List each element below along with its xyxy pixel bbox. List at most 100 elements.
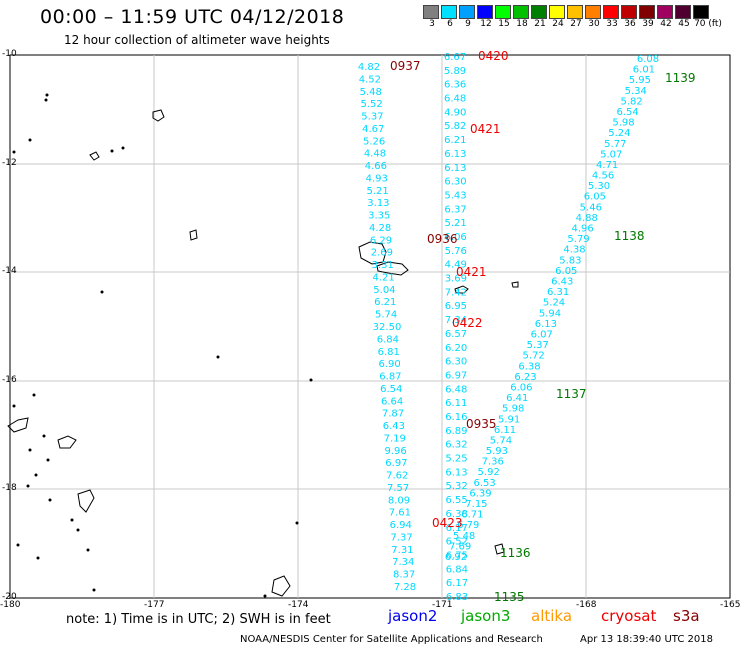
island-outline [494,543,505,555]
footnote: note: 1) Time is in UTC; 2) SWH is in fe… [66,612,331,627]
swh-value: 6.17 [446,578,468,589]
swh-value: 6.84 [446,564,468,575]
islet-dot [32,393,36,397]
swh-value: 5.76 [445,246,467,257]
swh-value: 7.28 [394,582,416,593]
swh-value: 6.95 [445,301,467,312]
swh-value: 6.38 [518,361,540,372]
swh-value: 3.31 [372,260,394,271]
satellite-jason3: jason3 [461,607,511,625]
swh-value: 6.97 [385,458,407,469]
islet-dot [12,404,16,408]
legend-label: 9 [465,19,471,29]
y-tick-label: -14 [2,266,17,276]
y-tick-label: -16 [2,375,17,385]
swh-value: 6.39 [469,488,491,499]
land-outlines [7,109,519,597]
pass-time-label: 1138 [614,229,645,243]
pass-time-label: 0936 [427,232,458,246]
islet-dot [263,594,267,598]
swh-value: 6.11 [445,398,467,409]
swh-value: 6.01 [633,65,655,76]
swh-value: 6.20 [445,343,467,354]
swh-value: 4.52 [359,74,381,85]
swh-value: 5.89 [444,66,466,77]
swh-value: 6.30 [444,177,466,188]
legend-swatch [477,5,493,19]
swh-value: 5.21 [444,218,466,229]
islet-dot [216,355,220,359]
swh-value: 4.82 [358,62,380,73]
swh-value: 4.49 [445,260,467,271]
generation-timestamp: Apr 13 18:39:40 UTC 2018 [580,634,713,645]
legend-label: 45 [678,19,690,29]
swh-value: 4.28 [369,223,391,234]
legend-label: 39 [642,19,654,29]
legend-swatch [441,5,457,19]
swh-value: 6.48 [444,94,466,105]
swh-value: 5.94 [539,308,561,319]
swh-value: 6.30 [445,357,467,368]
island-outline [511,281,519,288]
swh-value: 6.81 [378,347,400,358]
swh-value: 5.04 [373,285,395,296]
swh-value: 7.34 [392,557,414,568]
islet-dot [110,149,114,153]
y-tick-label: -18 [2,483,17,493]
x-tick-label: -165 [720,600,740,610]
map-grid [10,55,730,598]
swh-value: 5.34 [625,86,647,97]
swh-value: 4.38 [563,245,585,256]
swh-value: 3.13 [367,198,389,209]
legend-swatch [567,5,583,19]
legend-swatch [423,5,439,19]
swh-value: 6.13 [444,163,466,174]
legend-label: 18 [516,19,528,29]
legend-label: 36 [624,19,636,29]
swh-value: 4.21 [372,272,394,283]
islet-dot [121,146,125,150]
swh-value: 5.24 [543,298,565,309]
legend-label: 70 (ft) [694,19,722,29]
legend-label: 24 [552,19,564,29]
pass-time-labels: 0420 0937 1139 0421 0936 1138 0421 0422 1137 0935… [390,49,696,604]
pass-time-label: 0421 [456,265,487,279]
legend-swatch [513,5,529,19]
swh-value: 5.72 [522,351,544,362]
island-outline [189,229,198,241]
island-outline [77,489,95,513]
swh-value: 5.83 [559,255,581,266]
swh-value: 5.98 [502,404,524,415]
swh-value: 5.30 [588,181,610,192]
swh-value: 6.75 [446,550,468,561]
islet-dot [70,518,74,522]
pass-time-label: 0937 [390,59,421,73]
swh-value: 7.36 [482,457,504,468]
swh-value: 5.79 [567,234,589,245]
swh-value: 5.46 [580,202,602,213]
swh-value: 2.69 [371,248,393,259]
swh-value: 6.84 [377,334,399,345]
swh-value: 7.37 [390,532,412,543]
swh-value: 6.07 [531,329,553,340]
swh-value: 32.50 [373,322,402,333]
island-outline [152,109,165,122]
swh-value: 4.71 [596,160,618,171]
swh-value: 4.88 [576,213,598,224]
swh-value: 8.09 [388,495,410,506]
islet-dot [100,290,104,294]
island-outline [89,151,100,161]
island-outline [454,285,469,294]
swh-value: 5.24 [608,128,630,139]
map-subtitle: 12 hour collection of altimeter wave hei… [64,33,330,47]
swh-value: 6.43 [551,277,573,288]
legend-label: 21 [534,19,546,29]
swh-value: 7.57 [387,483,409,494]
pass-time-label: 1135 [494,590,525,604]
swh-value: 5.93 [486,446,508,457]
legend-label: 33 [606,19,618,29]
swh-value: 5.48 [360,87,382,98]
islet-dot [45,93,49,97]
islet-dot [92,588,96,592]
swh-value: 6.94 [390,520,412,531]
